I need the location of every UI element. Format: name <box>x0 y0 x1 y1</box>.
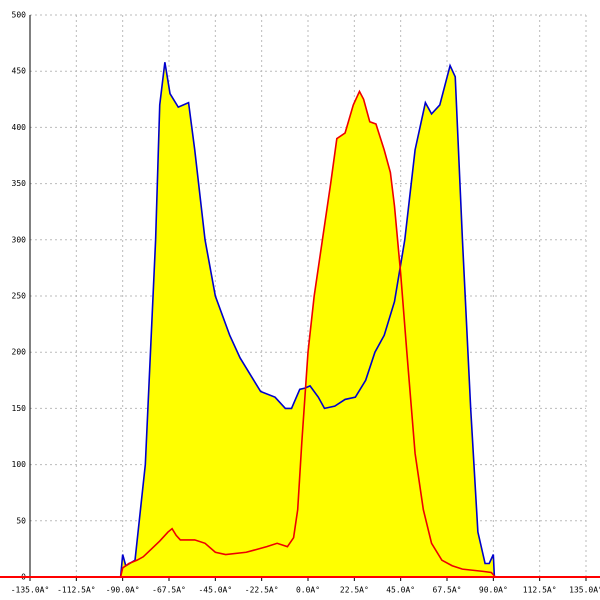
y-tick-label: 400 <box>12 123 27 132</box>
y-tick-label: 50 <box>16 516 26 525</box>
x-tick-label: -22.5A° <box>245 586 279 595</box>
y-tick-label: 500 <box>12 11 27 20</box>
area-fill <box>120 91 496 577</box>
x-tick-label: -112.5A° <box>57 586 96 595</box>
x-tick-label: 22.5A° <box>340 586 369 595</box>
x-tick-label: 45.0A° <box>386 586 415 595</box>
x-tick-label: -45.0A° <box>198 586 232 595</box>
x-tick-label: 67.5A° <box>433 586 462 595</box>
x-tick-label: -135.0A° <box>11 586 50 595</box>
x-tick-label: 112.5A° <box>523 586 557 595</box>
y-tick-label: 450 <box>12 67 27 76</box>
y-tick-label: 200 <box>12 348 27 357</box>
y-tick-label: 300 <box>12 235 27 244</box>
x-tick-label: -90.0A° <box>106 586 140 595</box>
y-tick-label: 250 <box>12 292 27 301</box>
line <box>119 89 496 578</box>
y-tick-label: 100 <box>12 460 27 469</box>
y-tick-label: 350 <box>12 179 27 188</box>
y-tick-label: 150 <box>12 404 27 413</box>
x-tick-label: 90.0A° <box>479 586 508 595</box>
x-tick-label: -67.5A° <box>152 586 186 595</box>
x-tick-label: 135.0A° <box>569 586 600 595</box>
line <box>119 62 496 578</box>
x-tick-label: 0.0A° <box>296 586 320 595</box>
